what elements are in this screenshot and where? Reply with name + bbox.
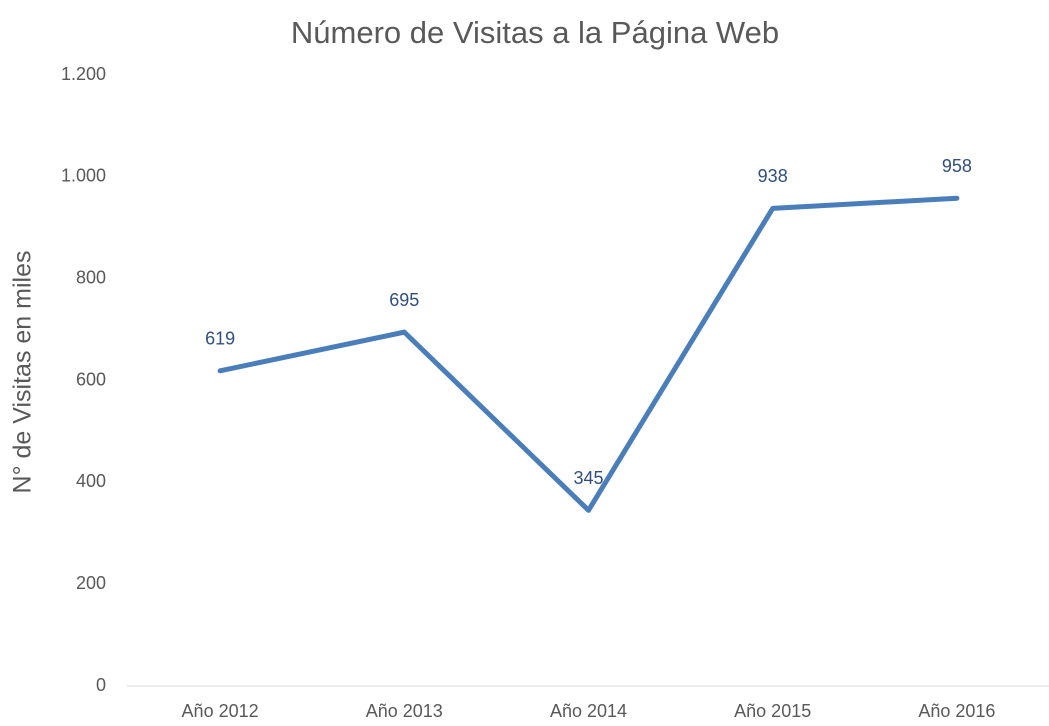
chart-title: Número de Visitas a la Página Web: [291, 15, 779, 50]
data-label: 695: [389, 290, 419, 310]
data-label: 619: [205, 329, 235, 349]
x-tick-label: Año 2014: [550, 701, 627, 721]
data-label: 958: [942, 156, 972, 176]
x-tick-label: Año 2013: [366, 701, 443, 721]
y-axis-label: N° de Visitas en miles: [9, 251, 37, 494]
data-label: 345: [573, 468, 603, 488]
data-label: 938: [758, 166, 788, 186]
y-tick-label: 800: [76, 267, 106, 287]
y-tick-label: 200: [76, 573, 106, 593]
y-tick-label: 600: [76, 369, 106, 389]
x-tick-label: Año 2015: [734, 701, 811, 721]
x-tick-label: Año 2016: [918, 701, 995, 721]
y-tick-label: 400: [76, 471, 106, 491]
y-tick-label: 0: [96, 675, 106, 695]
series-line: [217, 195, 960, 513]
y-tick-label: 1.200: [61, 64, 106, 84]
x-tick-label: Año 2012: [182, 701, 259, 721]
y-tick-label: 1.000: [61, 166, 106, 186]
